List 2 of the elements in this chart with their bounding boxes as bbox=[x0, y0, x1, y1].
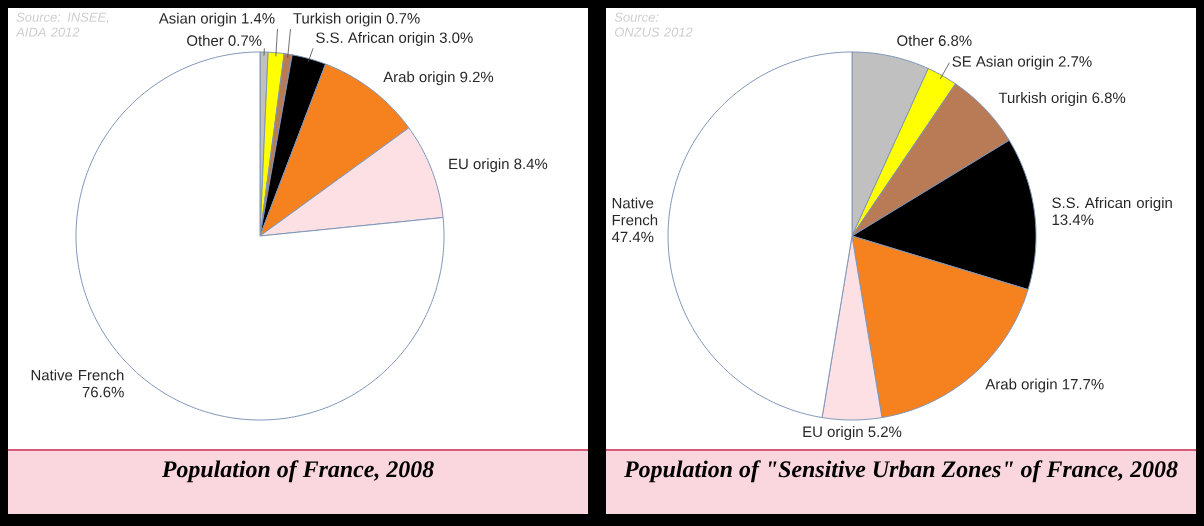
text: Population of France, 2008 bbox=[161, 460, 434, 483]
text: Population of "Sensitive Urban Zones" of France, 2008 bbox=[624, 460, 1178, 483]
